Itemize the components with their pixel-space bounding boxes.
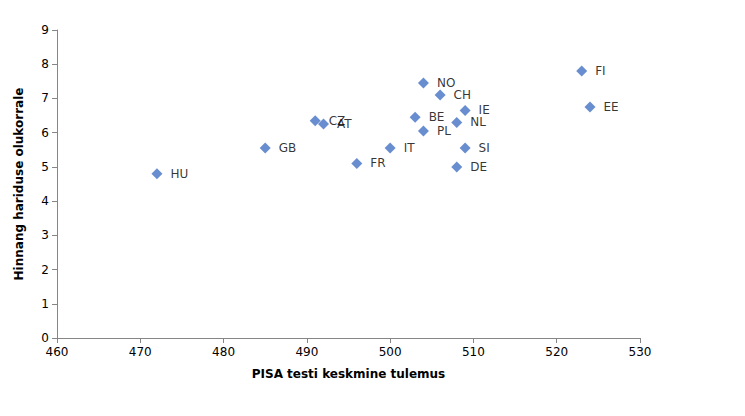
svg-text:3: 3 — [41, 228, 49, 242]
svg-text:PL: PL — [437, 124, 451, 138]
svg-text:GB: GB — [279, 141, 297, 155]
svg-text:5: 5 — [41, 160, 49, 174]
svg-text:480: 480 — [212, 345, 235, 359]
svg-text:IT: IT — [404, 141, 416, 155]
svg-text:EE: EE — [604, 100, 619, 114]
svg-text:SI: SI — [479, 141, 490, 155]
svg-text:7: 7 — [41, 91, 49, 105]
svg-text:NL: NL — [470, 115, 486, 129]
svg-text:500: 500 — [379, 345, 402, 359]
svg-text:1: 1 — [41, 297, 49, 311]
svg-text:PISA testi keskmine tulemus: PISA testi keskmine tulemus — [252, 367, 446, 381]
svg-text:CH: CH — [454, 88, 471, 102]
svg-text:AT: AT — [337, 117, 352, 131]
svg-text:9: 9 — [41, 23, 49, 37]
svg-text:2: 2 — [41, 263, 49, 277]
svg-text:8: 8 — [41, 57, 49, 71]
svg-text:530: 530 — [629, 345, 652, 359]
svg-text:4: 4 — [41, 194, 49, 208]
svg-text:490: 490 — [295, 345, 318, 359]
svg-text:0: 0 — [41, 331, 49, 345]
svg-text:520: 520 — [545, 345, 568, 359]
svg-text:Hinnang hariduse olukorrale: Hinnang hariduse olukorrale — [12, 88, 26, 281]
svg-text:510: 510 — [462, 345, 485, 359]
svg-text:470: 470 — [129, 345, 152, 359]
svg-text:460: 460 — [46, 345, 69, 359]
svg-text:NO: NO — [437, 76, 455, 90]
svg-text:6: 6 — [41, 126, 49, 140]
svg-text:FR: FR — [370, 156, 385, 170]
svg-text:FI: FI — [595, 64, 605, 78]
svg-text:BE: BE — [429, 110, 445, 124]
svg-text:DE: DE — [470, 160, 487, 174]
svg-text:HU: HU — [170, 167, 188, 181]
svg-text:IE: IE — [479, 103, 490, 117]
